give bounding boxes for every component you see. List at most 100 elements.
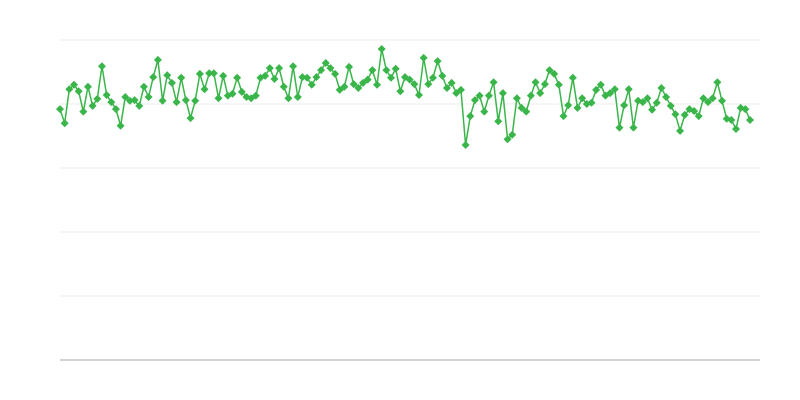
data-point (326, 64, 335, 73)
data-point (433, 57, 442, 66)
data-point (345, 62, 354, 71)
data-point (503, 135, 512, 144)
data-point (331, 69, 340, 78)
data-point (405, 75, 414, 84)
data-point (163, 71, 172, 80)
data-point (279, 82, 288, 91)
data-point (554, 80, 563, 89)
data-point (708, 94, 717, 103)
data-point (718, 96, 727, 105)
data-point (624, 85, 633, 94)
data-point (657, 84, 666, 92)
data-point (498, 89, 507, 98)
data-point (79, 107, 88, 116)
data-point (596, 80, 605, 89)
data-point (615, 123, 624, 132)
data-point (228, 89, 237, 98)
data-point (83, 82, 92, 91)
data-point (363, 75, 372, 84)
data-point (205, 69, 214, 78)
data-point (121, 92, 130, 101)
data-point (321, 59, 330, 68)
data-point (167, 78, 176, 87)
data-point (97, 62, 106, 71)
data-point (606, 89, 615, 98)
data-point (489, 78, 498, 87)
data-point (690, 107, 699, 116)
data-point (419, 53, 428, 62)
data-point (377, 44, 386, 53)
data-point (265, 64, 274, 73)
data-point (233, 73, 242, 82)
data-point (414, 91, 423, 100)
data-point (149, 73, 158, 82)
data-point (512, 94, 521, 103)
data-point (550, 69, 559, 78)
data-point (396, 87, 405, 96)
data-point (531, 78, 540, 87)
data-point (694, 112, 703, 121)
data-point (116, 121, 125, 130)
data-point (172, 98, 181, 107)
data-point (442, 84, 451, 92)
data-point (559, 112, 568, 121)
data-point (391, 64, 400, 73)
data-point (671, 110, 680, 119)
data-point (303, 73, 312, 82)
data-point (289, 62, 298, 71)
data-point (727, 116, 736, 124)
data-point (102, 91, 111, 100)
data-point (713, 78, 722, 87)
data-point (298, 73, 307, 82)
data-point (284, 94, 293, 103)
data-point (181, 96, 190, 105)
data-point (704, 98, 713, 107)
data-point (354, 84, 363, 92)
data-point (526, 91, 535, 100)
data-point (438, 71, 447, 80)
data-point (317, 66, 326, 75)
data-point (643, 94, 652, 103)
data-point (214, 94, 223, 103)
data-point (536, 89, 545, 98)
data-point (144, 92, 153, 101)
data-point (508, 130, 517, 139)
data-point (638, 98, 647, 107)
data-point (568, 73, 577, 82)
data-point (666, 101, 675, 110)
data-point (387, 73, 396, 82)
data-point (312, 73, 321, 82)
data-point (135, 101, 144, 110)
data-point (741, 105, 750, 114)
data-point (746, 116, 754, 124)
data-point (130, 96, 139, 105)
data-point (200, 85, 209, 94)
data-point (139, 82, 148, 91)
data-point (349, 80, 358, 89)
data-point (275, 64, 284, 73)
data-point (480, 107, 489, 116)
data-point (732, 124, 741, 133)
data-point (540, 80, 549, 89)
data-point (494, 117, 503, 126)
data-point (270, 75, 279, 84)
data-point (93, 94, 102, 103)
data-point (629, 123, 638, 132)
data-point (662, 92, 671, 101)
data-point (522, 107, 531, 116)
data-point (456, 85, 465, 94)
data-point (573, 103, 582, 112)
data-point (517, 103, 526, 112)
data-point (60, 119, 69, 128)
data-point (56, 105, 64, 114)
data-point (475, 91, 484, 100)
data-point (382, 66, 391, 75)
data-point (410, 80, 419, 89)
data-point (293, 92, 302, 101)
data-point (195, 69, 204, 78)
data-point (153, 55, 162, 64)
data-point (107, 98, 116, 107)
data-point (177, 73, 186, 82)
data-point (680, 110, 689, 119)
